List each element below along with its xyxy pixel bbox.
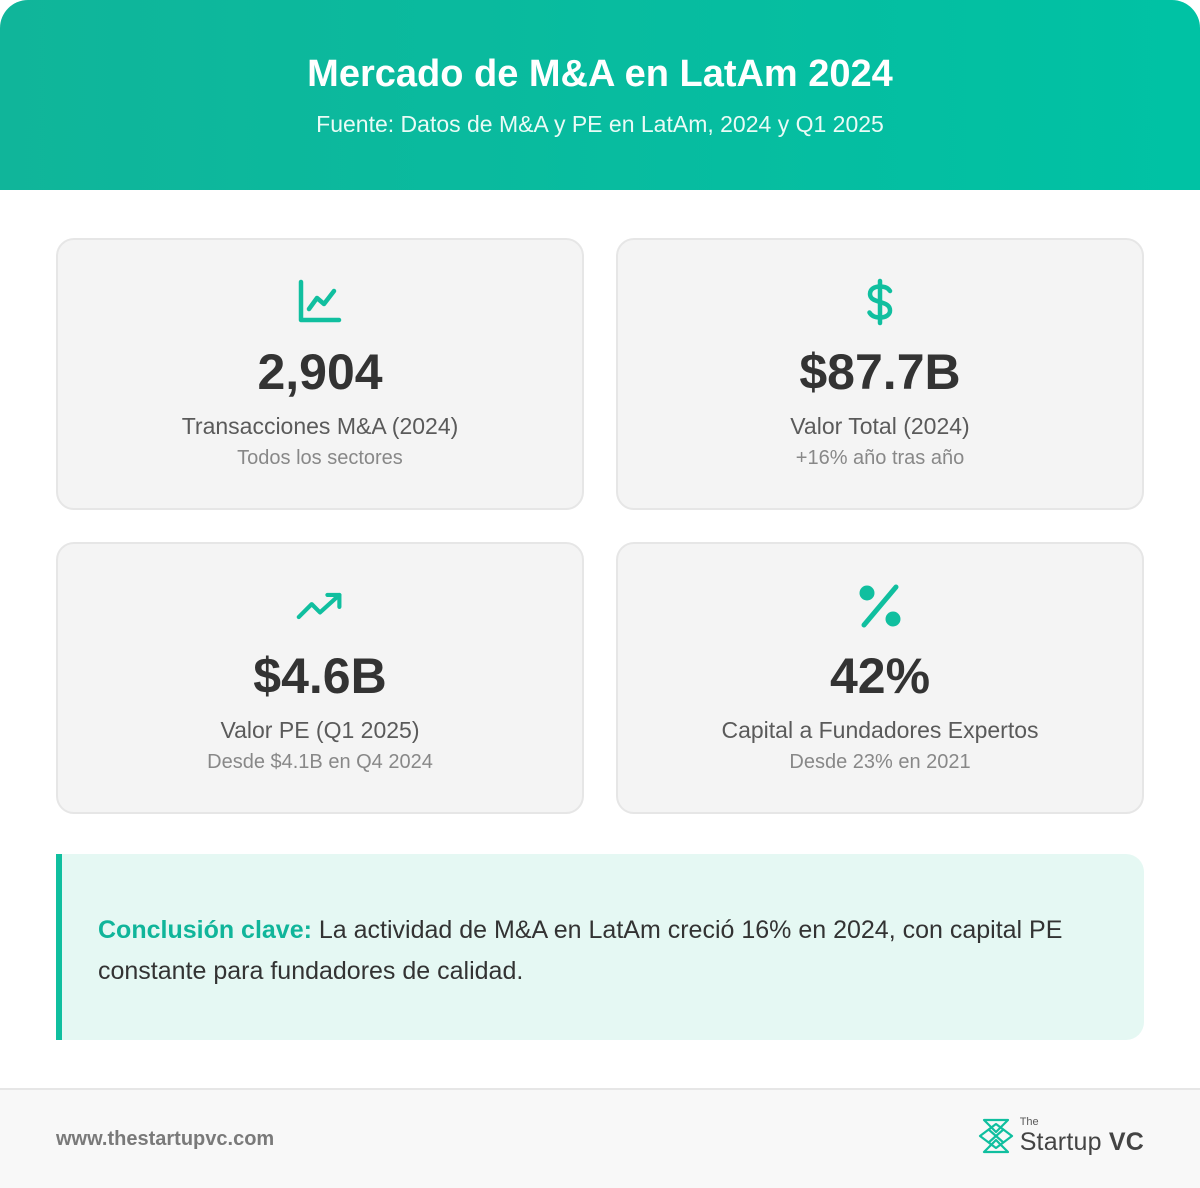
stat-note: +16% año tras año	[795, 447, 965, 469]
stat-card-total-value: $87.7B Valor Total (2024) +16% año tras …	[616, 238, 1144, 510]
stat-value: 2,904	[257, 344, 383, 400]
brand-the: The	[1019, 1116, 1039, 1128]
stat-label: Valor PE (Q1 2025)	[220, 717, 420, 743]
stat-card-pe-value: $4.6B Valor PE (Q1 2025) Desde $4.1B en …	[56, 542, 584, 814]
stat-value: $87.7B	[799, 344, 961, 400]
conclusion-lead: Conclusión clave:	[98, 916, 312, 944]
website-link[interactable]: www.thestartupvc.com	[56, 1128, 275, 1150]
stats-grid: 2,904 Transacciones M&A (2024) Todos los…	[56, 238, 1144, 814]
stat-value: $4.6B	[253, 648, 387, 704]
conclusion-text: La actividad de M&A en LatAm creció 16% …	[98, 916, 1063, 985]
stat-note: Desde $4.1B en Q4 2024	[207, 751, 433, 773]
line-chart-icon	[296, 278, 344, 326]
stat-note: Desde 23% en 2021	[789, 751, 971, 773]
footer: www.thestartupvc.com The Startup VC	[0, 1088, 1200, 1188]
stat-value: 42%	[829, 648, 931, 704]
page-title: Mercado de M&A en LatAm 2024	[307, 53, 893, 95]
stat-note: Todos los sectores	[237, 447, 403, 469]
stat-label: Capital a Fundadores Expertos	[721, 717, 1039, 743]
trending-up-icon	[296, 582, 344, 630]
stat-label: Valor Total (2024)	[790, 413, 970, 439]
brand-vc: VC	[1108, 1128, 1144, 1156]
page-subtitle: Fuente: Datos de M&A y PE en LatAm, 2024…	[316, 111, 884, 137]
brand-wordmark: The Startup VC	[1020, 1116, 1144, 1156]
header-banner: Mercado de M&A en LatAm 2024 Fuente: Dat…	[0, 0, 1200, 190]
stat-label: Transacciones M&A (2024)	[181, 413, 459, 439]
stat-card-founder-capital: 42% Capital a Fundadores Expertos Desde …	[616, 542, 1144, 814]
conclusion-callout: Conclusión clave: La actividad de M&A en…	[56, 854, 1144, 1040]
dollar-icon	[856, 278, 904, 326]
brand-logo: The Startup VC	[978, 1116, 1144, 1156]
brand-startup: Startup	[1019, 1128, 1102, 1156]
startup-vc-logo-icon	[978, 1118, 1013, 1154]
stat-card-transactions: 2,904 Transacciones M&A (2024) Todos los…	[56, 238, 584, 510]
percent-icon	[856, 582, 904, 630]
